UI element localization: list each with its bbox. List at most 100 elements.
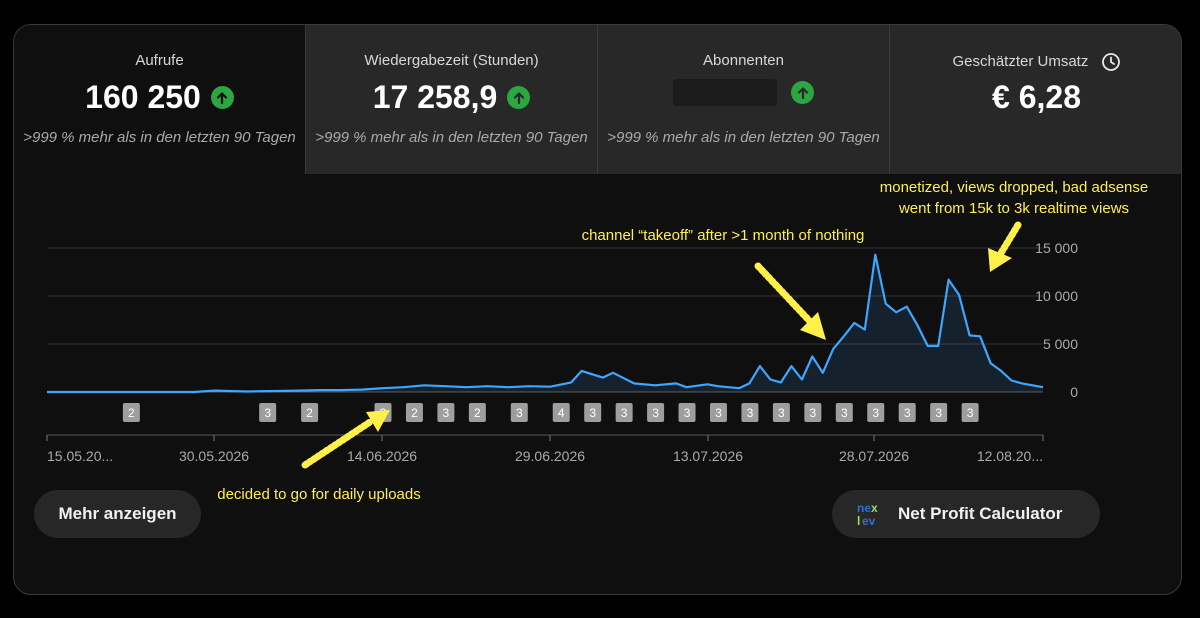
- tab-value: [598, 79, 889, 106]
- revenue-value: € 6,28: [992, 79, 1081, 115]
- upload-count: 2: [306, 406, 313, 420]
- upload-badge-box: [709, 403, 727, 422]
- svg-text:ne: ne: [857, 501, 871, 515]
- chart-area-layer: [47, 253, 1044, 394]
- upload-count: 3: [516, 406, 523, 420]
- upload-badges: 2323232343333333333333: [122, 403, 979, 422]
- x-tick-label: 15.05.20...: [47, 448, 113, 464]
- annotation-arrow: [994, 221, 1022, 262]
- tab-comparison: >999 % mehr als in den letzten 90 Tagen: [315, 129, 588, 146]
- upload-badge-box: [437, 403, 455, 422]
- arrow-up-circle-icon: [507, 86, 531, 109]
- redacted-value: [673, 79, 777, 106]
- tab-title: Abonnenten: [703, 52, 784, 69]
- tab-subscribers[interactable]: Abonnenten >999 % mehr als in den letzte…: [598, 25, 890, 174]
- watch-time-value: 17 258,9: [372, 79, 498, 115]
- tab-revenue[interactable]: Geschätzter Umsatz € 6,28: [890, 25, 1181, 174]
- upload-count: 3: [904, 406, 911, 420]
- upload-count: 3: [747, 406, 754, 420]
- show-more-button[interactable]: Mehr anzeigen: [34, 490, 201, 538]
- upload-badge-box: [259, 403, 277, 422]
- x-axis: 15.05.20... 30.05.2026 14.06.2026 29.06.202…: [46, 434, 1044, 464]
- upload-badge: 2: [468, 403, 486, 422]
- annotation-arrow: [754, 262, 822, 334]
- upload-badge-box: [510, 403, 528, 422]
- upload-badge: 3: [615, 403, 633, 422]
- x-tick-label: 13.07.2026: [673, 448, 743, 464]
- y-tick-label: 5 000: [1043, 336, 1078, 352]
- upload-badge-box: [584, 403, 602, 422]
- upload-badge-box: [122, 403, 140, 422]
- upload-badge-box: [930, 403, 948, 422]
- upload-count: 3: [778, 406, 785, 420]
- upload-badge: 3: [510, 403, 528, 422]
- tab-value: 17 258,9: [306, 79, 597, 116]
- upload-count: 3: [589, 406, 596, 420]
- upload-count: 3: [264, 406, 271, 420]
- nexlev-logo: ne x l ev: [856, 499, 886, 529]
- analytics-card: Aufrufe 160 250 >999 % mehr als in den l…: [13, 24, 1182, 595]
- y-tick-label: 0: [1070, 384, 1078, 400]
- tab-views[interactable]: Aufrufe 160 250 >999 % mehr als in den l…: [14, 25, 306, 174]
- upload-count: 3: [810, 406, 817, 420]
- upload-badge: 3: [437, 403, 455, 422]
- tab-comparison: >999 % mehr als in den letzten 90 Tagen: [607, 129, 880, 146]
- upload-badge-box: [804, 403, 822, 422]
- upload-badge-box: [301, 403, 319, 422]
- upload-count: 2: [474, 406, 481, 420]
- y-axis-labels: 0 5 000 10 000 15 000: [1035, 240, 1078, 400]
- upload-count: 2: [411, 406, 418, 420]
- arrow-up-circle-icon: [791, 81, 814, 104]
- upload-count: 3: [621, 406, 628, 420]
- upload-badge-box: [772, 403, 790, 422]
- upload-badge-box: [468, 403, 486, 422]
- svg-text:l: l: [857, 514, 860, 528]
- views-area: [47, 254, 1043, 392]
- upload-badge: 3: [961, 403, 979, 422]
- tab-title: Wiedergabezeit (Stunden): [364, 52, 539, 69]
- annotation-daily: decided to go for daily uploads: [217, 410, 421, 503]
- upload-badge: 3: [804, 403, 822, 422]
- upload-badge: 3: [772, 403, 790, 422]
- annotation-monetized-line2: went from 15k to 3k realtime views: [898, 200, 1129, 217]
- y-tick-label: 15 000: [1035, 240, 1078, 256]
- tab-comparison: >999 % mehr als in den letzten 90 Tagen: [23, 129, 296, 146]
- upload-badge: 3: [867, 403, 885, 422]
- views-value: 160 250: [85, 79, 201, 115]
- views-line: [47, 253, 1044, 394]
- annotation-daily-text: decided to go for daily uploads: [217, 486, 420, 503]
- upload-count: 3: [443, 406, 450, 420]
- tab-value: € 6,28: [890, 79, 1181, 116]
- x-tick-label: 12.08.20...: [977, 448, 1043, 464]
- upload-count: 3: [715, 406, 722, 420]
- upload-badge-box: [835, 403, 853, 422]
- upload-badge: 2: [405, 403, 423, 422]
- upload-badge-box: [741, 403, 759, 422]
- upload-badge: 3: [741, 403, 759, 422]
- annotation-monetized: monetized, views dropped, bad adsense we…: [880, 179, 1149, 272]
- metric-tabs: Aufrufe 160 250 >999 % mehr als in den l…: [14, 25, 1181, 174]
- upload-badge: 3: [678, 403, 696, 422]
- y-tick-label: 10 000: [1035, 288, 1078, 304]
- svg-text:x: x: [871, 501, 878, 515]
- tab-title: Geschätzter Umsatz: [890, 52, 1181, 72]
- upload-badge: 3: [259, 403, 277, 422]
- upload-badge-box: [678, 403, 696, 422]
- annotation-monetized-line1: monetized, views dropped, bad adsense: [880, 179, 1149, 196]
- annotation-takeoff: channel “takeoff” after >1 month of noth…: [582, 227, 864, 340]
- upload-count: 3: [684, 406, 691, 420]
- x-tick-label: 30.05.2026: [179, 448, 249, 464]
- svg-text:ev: ev: [862, 514, 876, 528]
- upload-badge-box: [961, 403, 979, 422]
- upload-count: 3: [935, 406, 942, 420]
- upload-badge: 3: [898, 403, 916, 422]
- upload-count: 4: [558, 406, 565, 420]
- upload-count: 3: [652, 406, 659, 420]
- tab-watch-time[interactable]: Wiedergabezeit (Stunden) 17 258,9 >999 %…: [306, 25, 598, 174]
- clock-icon[interactable]: [1101, 52, 1121, 72]
- net-profit-calculator-button[interactable]: ne x l ev Net Profit Calculator: [832, 490, 1100, 538]
- calculator-label: Net Profit Calculator: [898, 504, 1063, 523]
- arrow-up-circle-icon: [210, 86, 234, 109]
- upload-badge: 3: [930, 403, 948, 422]
